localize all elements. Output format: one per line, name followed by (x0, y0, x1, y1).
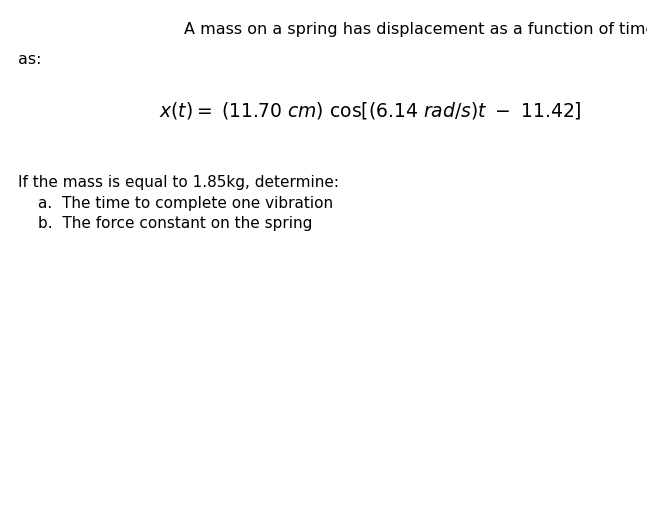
Text: a.  The time to complete one vibration: a. The time to complete one vibration (38, 196, 333, 211)
Text: A mass on a spring has displacement as a function of time: A mass on a spring has displacement as a… (184, 22, 647, 37)
Text: If the mass is equal to 1.85kg, determine:: If the mass is equal to 1.85kg, determin… (18, 175, 339, 190)
Text: as:: as: (18, 52, 41, 67)
Text: $\mathit{x}(\mathit{t}) = \ (11.70\ \mathit{cm})\ \mathrm{cos}[(6.14\ \mathit{ra: $\mathit{x}(\mathit{t}) = \ (11.70\ \mat… (159, 100, 582, 121)
Text: b.  The force constant on the spring: b. The force constant on the spring (38, 216, 313, 231)
